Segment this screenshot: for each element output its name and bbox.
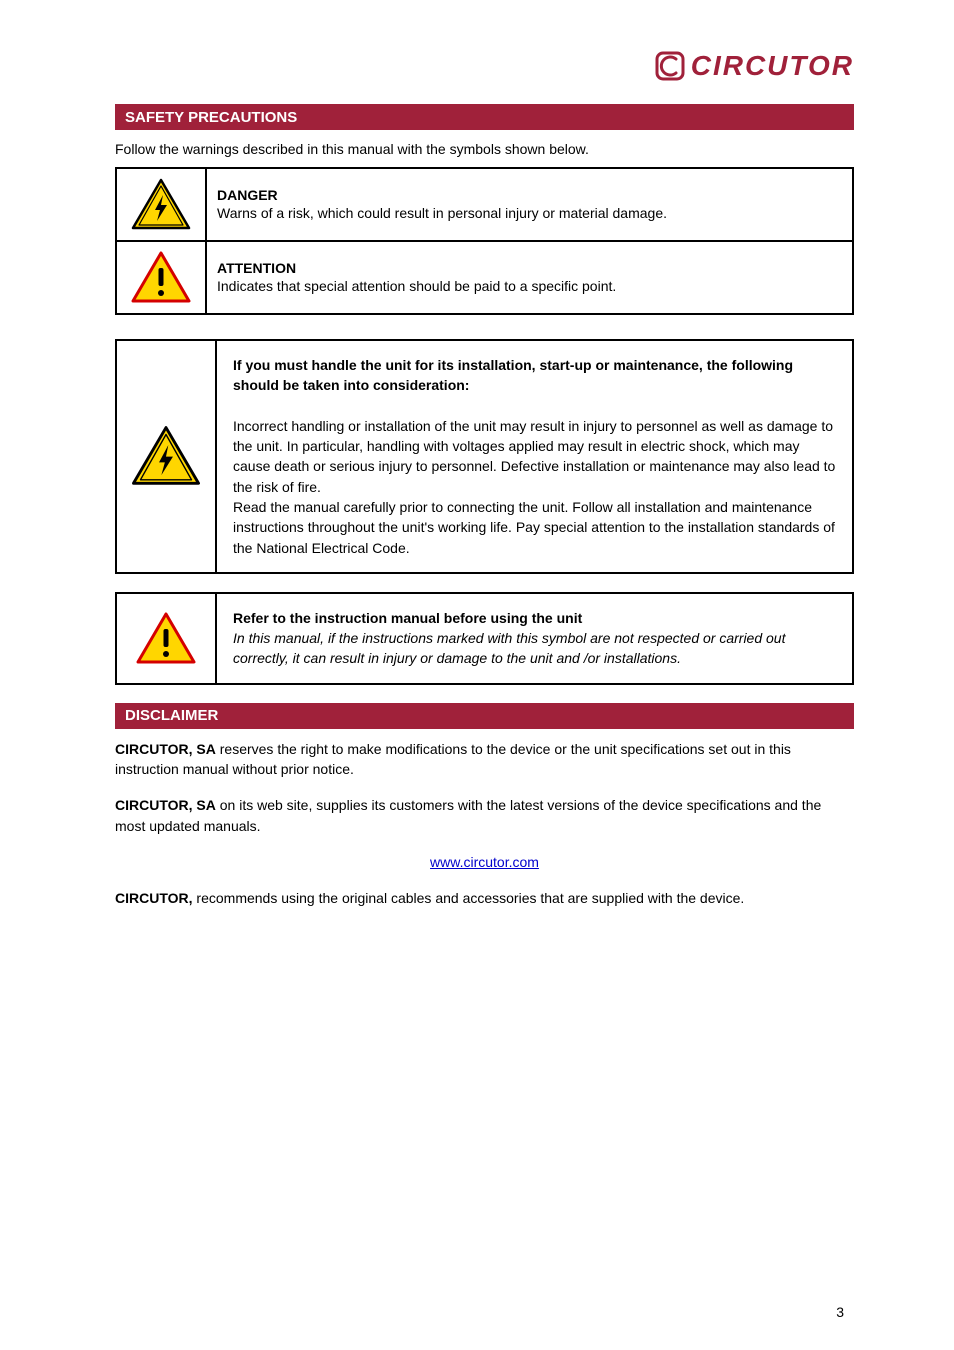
brand-logo: CIRCUTOR [655,50,854,82]
danger-box-text: If you must handle the unit for its inst… [217,341,852,572]
website-link[interactable]: www.circutor.com [430,854,539,870]
disclaimer-p3-text: recommends using the original cables and… [193,890,745,906]
safety-heading-text: SAFETY PRECAUTIONS [125,109,297,126]
danger-box-lead: If you must handle the unit for its inst… [233,357,793,393]
brand-name-inline: CIRCUTOR, SA [115,797,216,813]
disclaimer-p2: CIRCUTOR, SA on its web site, supplies i… [115,795,854,836]
danger-desc: Warns of a risk, which could result in p… [217,205,667,221]
attention-icon [135,611,197,666]
disclaimer-block: CIRCUTOR, SA reserves the right to make … [115,739,854,909]
danger-icon-cell [116,168,206,241]
danger-box: If you must handle the unit for its inst… [115,339,854,574]
caution-box-icon-col [117,594,217,683]
attention-icon [130,250,192,305]
safety-intro: Follow the warnings described in this ma… [115,140,854,159]
disclaimer-p2-text: on its web site, supplies its customers … [115,797,821,833]
brand-name-inline: CIRCUTOR, [115,890,193,906]
disclaimer-p1: CIRCUTOR, SA reserves the right to make … [115,739,854,780]
danger-box-line2: Read the manual carefully prior to conne… [233,499,835,556]
header-logo-row: CIRCUTOR [115,50,854,82]
caution-box: Refer to the instruction manual before u… [115,592,854,685]
attention-desc: Indicates that special attention should … [217,278,616,294]
danger-box-icon-col [117,341,217,572]
attention-text-cell: ATTENTION Indicates that special attenti… [206,241,853,314]
brand-logo-icon [655,51,685,81]
electric-hazard-icon [130,177,192,232]
page-number: 3 [836,1304,844,1320]
danger-title: DANGER [217,187,278,203]
attention-title: ATTENTION [217,260,296,276]
danger-box-body: Incorrect handling or installation of th… [233,418,835,495]
caution-box-body: In this manual, if the instructions mark… [233,630,785,666]
brand-name-inline: CIRCUTOR, SA [115,741,216,757]
safety-heading: SAFETY PRECAUTIONS [115,104,854,130]
disclaimer-heading-text: DISCLAIMER [125,707,218,724]
warning-symbol-table: DANGER Warns of a risk, which could resu… [115,167,854,315]
table-row: DANGER Warns of a risk, which could resu… [116,168,853,241]
disclaimer-site: www.circutor.com [115,852,854,872]
attention-icon-cell [116,241,206,314]
brand-logo-text: CIRCUTOR [691,50,854,82]
disclaimer-p3: CIRCUTOR, recommends using the original … [115,888,854,908]
disclaimer-heading: DISCLAIMER [115,703,854,729]
disclaimer-p1-text: reserves the right to make modifications… [115,741,791,777]
caution-box-text: Refer to the instruction manual before u… [217,594,852,683]
caution-box-title: Refer to the instruction manual before u… [233,610,582,626]
table-row: ATTENTION Indicates that special attenti… [116,241,853,314]
danger-text-cell: DANGER Warns of a risk, which could resu… [206,168,853,241]
electric-hazard-icon [130,424,202,488]
